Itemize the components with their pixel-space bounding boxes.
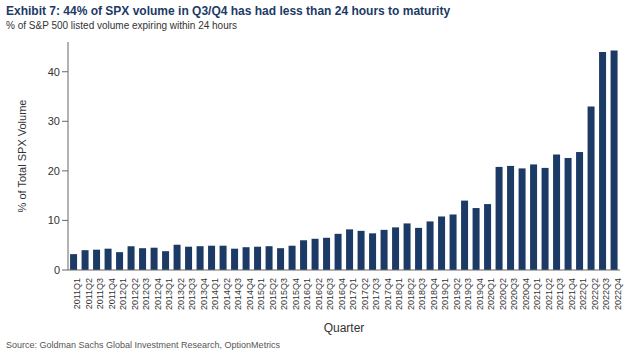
html-text:Exhibit 7: 44% of SPX volume i: Exhibit 7: 44% of SPX volume in Q3/Q4 ha… — [6, 4, 451, 18]
svg-text:2021Q3: 2021Q3 — [555, 278, 565, 310]
svg-text:Quarter: Quarter — [324, 321, 365, 335]
svg-text:2014Q1: 2014Q1 — [210, 278, 220, 310]
svg-text:2016Q4: 2016Q4 — [337, 278, 347, 310]
svg-text:2018Q1: 2018Q1 — [394, 278, 404, 310]
svg-text:2018Q3: 2018Q3 — [417, 278, 427, 310]
svg-text:2017Q4: 2017Q4 — [383, 278, 393, 310]
svg-text:20: 20 — [48, 165, 60, 177]
html-text:% of S&P 500 listed volume exp: % of S&P 500 listed volume expiring with… — [6, 20, 238, 31]
svg-text:2022Q2: 2022Q2 — [590, 278, 600, 310]
svg-text:2020Q1: 2020Q1 — [486, 278, 496, 310]
svg-text:2014Q4: 2014Q4 — [245, 278, 255, 310]
svg-text:2019Q1: 2019Q1 — [440, 278, 450, 310]
svg-text:2011Q4: 2011Q4 — [107, 278, 117, 309]
svg-text:2014Q3: 2014Q3 — [233, 278, 243, 310]
svg-text:2011Q3: 2011Q3 — [95, 278, 105, 309]
svg-text:2013Q2: 2013Q2 — [176, 278, 186, 310]
svg-text:2020Q3: 2020Q3 — [509, 278, 519, 310]
html-text:Source: Goldman Sachs Global I: Source: Goldman Sachs Global Investment … — [6, 340, 281, 350]
svg-text:2012Q4: 2012Q4 — [153, 278, 163, 310]
svg-text:2011Q2: 2011Q2 — [84, 278, 94, 309]
svg-text:2013Q3: 2013Q3 — [187, 278, 197, 310]
svg-text:2016Q1: 2016Q1 — [302, 278, 312, 310]
svg-text:2015Q4: 2015Q4 — [291, 278, 301, 310]
svg-text:2016Q2: 2016Q2 — [314, 278, 324, 310]
svg-text:2019Q4: 2019Q4 — [475, 278, 485, 310]
svg-text:30: 30 — [48, 115, 60, 127]
svg-text:2015Q3: 2015Q3 — [279, 278, 289, 310]
svg-text:2016Q3: 2016Q3 — [325, 278, 335, 310]
svg-text:2011Q1: 2011Q1 — [72, 278, 82, 309]
svg-text:% of Total SPX Volume: % of Total SPX Volume — [16, 100, 28, 213]
svg-text:2014Q2: 2014Q2 — [222, 278, 232, 310]
svg-text:10: 10 — [48, 214, 60, 226]
svg-text:2012Q2: 2012Q2 — [130, 278, 140, 310]
svg-text:2019Q2: 2019Q2 — [452, 278, 462, 310]
svg-text:2017Q3: 2017Q3 — [371, 278, 381, 310]
svg-text:0: 0 — [54, 264, 60, 276]
svg-text:2013Q1: 2013Q1 — [164, 278, 174, 310]
svg-text:2012Q1: 2012Q1 — [118, 278, 128, 310]
svg-text:2022Q1: 2022Q1 — [578, 278, 588, 310]
svg-text:2019Q3: 2019Q3 — [463, 278, 473, 310]
svg-text:2020Q4: 2020Q4 — [521, 278, 531, 310]
svg-text:2017Q1: 2017Q1 — [348, 278, 358, 310]
svg-text:2020Q2: 2020Q2 — [498, 278, 508, 310]
svg-text:2021Q4: 2021Q4 — [567, 278, 577, 310]
svg-text:2013Q4: 2013Q4 — [199, 278, 209, 310]
svg-text:2012Q3: 2012Q3 — [141, 278, 151, 310]
svg-text:2021Q2: 2021Q2 — [544, 278, 554, 310]
svg-text:2022Q4: 2022Q4 — [613, 278, 623, 310]
svg-text:2018Q4: 2018Q4 — [429, 278, 439, 310]
svg-text:2017Q2: 2017Q2 — [360, 278, 370, 310]
svg-text:2022Q3: 2022Q3 — [601, 278, 611, 310]
svg-text:2015Q2: 2015Q2 — [268, 278, 278, 310]
svg-text:2018Q2: 2018Q2 — [406, 278, 416, 310]
svg-text:2021Q1: 2021Q1 — [532, 278, 542, 310]
svg-text:2015Q1: 2015Q1 — [256, 278, 266, 310]
svg-text:40: 40 — [48, 66, 60, 78]
